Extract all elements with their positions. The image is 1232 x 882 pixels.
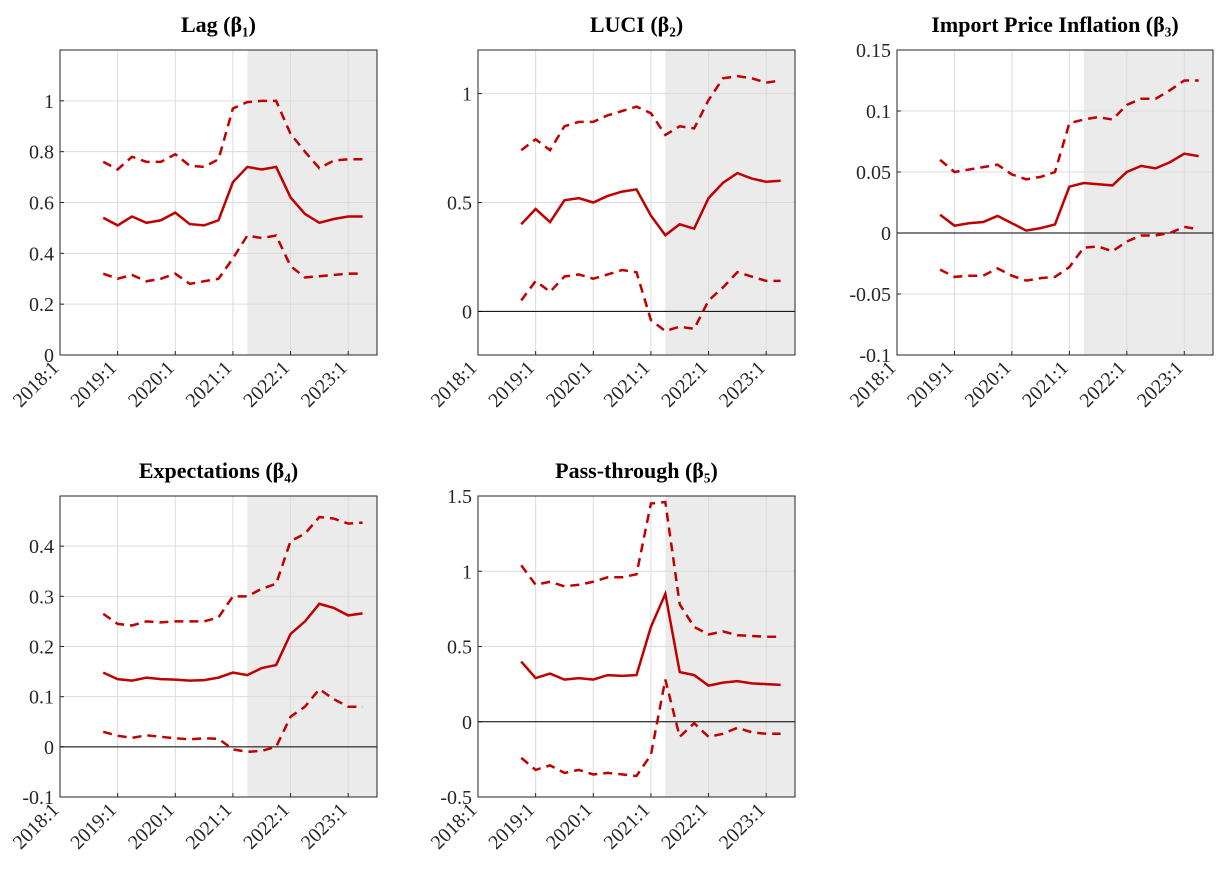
chart-title: Expectations (β₄) (139, 458, 298, 483)
y-tick-label: 0 (44, 345, 54, 367)
axes-frame (59, 495, 378, 798)
series-line (939, 225, 1199, 282)
y-tick-label: 0.1 (866, 101, 891, 123)
x-tick-label: 2021:1 (600, 799, 655, 854)
x-tick-label: 2022:1 (1076, 357, 1131, 412)
x-tick-label: 2018:1 (9, 357, 64, 412)
x-tick-label: 2023:1 (297, 357, 352, 412)
axes-frame (896, 49, 1214, 356)
x-tick-label: 2020:1 (961, 357, 1016, 412)
y-tick-label: 0 (462, 712, 472, 734)
y-tick-label: -0.1 (859, 345, 891, 367)
y-tick-label: 0.05 (856, 162, 891, 184)
chart-title: LUCI (β₂) (590, 12, 683, 37)
series-line (102, 515, 363, 627)
y-tick-label: 0.8 (29, 142, 54, 164)
x-tick-label: 2021:1 (600, 357, 655, 412)
chart-title: Import Price Inflation (β₃) (931, 12, 1178, 37)
series-line (520, 74, 781, 153)
y-tick-label: 1 (44, 91, 54, 113)
y-tick-label: 0.6 (29, 193, 54, 215)
y-tick-label: 0.2 (29, 294, 54, 316)
x-tick-label: 2019:1 (66, 357, 121, 412)
y-tick-label: 0.4 (29, 536, 54, 558)
chart-title: Pass-through (β₅) (555, 458, 718, 483)
series-line (520, 268, 781, 333)
y-tick-label: 0.4 (29, 243, 54, 265)
axes-frame (477, 49, 796, 356)
x-tick-label: 2019:1 (66, 799, 121, 854)
x-tick-label: 2023:1 (297, 799, 352, 854)
series-line (102, 165, 363, 227)
x-tick-label: 2023:1 (715, 799, 770, 854)
y-tick-label: 0.5 (447, 637, 472, 659)
y-tick-label: 0 (44, 737, 54, 759)
y-tick-label: -0.5 (440, 787, 472, 809)
series-line (102, 234, 363, 286)
series-line (939, 152, 1199, 232)
series-line (520, 679, 781, 778)
axes-frame (477, 495, 796, 798)
x-tick-label: 2020:1 (542, 357, 597, 412)
y-tick-label: 0.1 (29, 687, 54, 709)
x-tick-label: 2019:1 (903, 357, 958, 412)
y-tick-label: 1 (462, 561, 472, 583)
y-tick-label: 0.3 (29, 586, 54, 608)
x-tick-label: 2020:1 (542, 799, 597, 854)
series-line (939, 79, 1199, 181)
series-line (520, 589, 781, 687)
series-line (520, 500, 781, 638)
x-tick-label: 2023:1 (715, 357, 770, 412)
x-tick-label: 2018:1 (427, 357, 482, 412)
x-tick-label: 2020:1 (124, 357, 179, 412)
y-tick-label: 0.2 (29, 637, 54, 659)
x-tick-label: 2019:1 (484, 799, 539, 854)
x-tick-label: 2020:1 (124, 799, 179, 854)
y-tick-label: 0.15 (856, 40, 891, 62)
y-tick-label: 0.5 (447, 193, 472, 215)
x-tick-label: 2021:1 (182, 799, 237, 854)
series-line (520, 171, 781, 237)
x-tick-label: 2022:1 (239, 799, 294, 854)
x-tick-label: 2023:1 (1133, 357, 1188, 412)
x-tick-label: 2021:1 (182, 357, 237, 412)
y-tick-label: 0 (881, 223, 891, 245)
y-tick-label: 1.5 (447, 486, 472, 508)
x-tick-label: 2022:1 (657, 357, 712, 412)
series-line (102, 99, 363, 171)
y-tick-label: -0.1 (22, 787, 54, 809)
x-tick-label: 2022:1 (657, 799, 712, 854)
x-tick-label: 2021:1 (1018, 357, 1073, 412)
x-tick-label: 2022:1 (239, 357, 294, 412)
axes-frame (59, 49, 378, 356)
x-tick-label: 2019:1 (484, 357, 539, 412)
y-tick-label: 1 (462, 84, 472, 106)
y-tick-label: 0 (462, 301, 472, 323)
y-tick-label: -0.05 (849, 284, 891, 306)
shaded-region (1083, 50, 1213, 355)
series-line (102, 602, 363, 682)
chart-title: Lag (β₁) (181, 12, 256, 37)
